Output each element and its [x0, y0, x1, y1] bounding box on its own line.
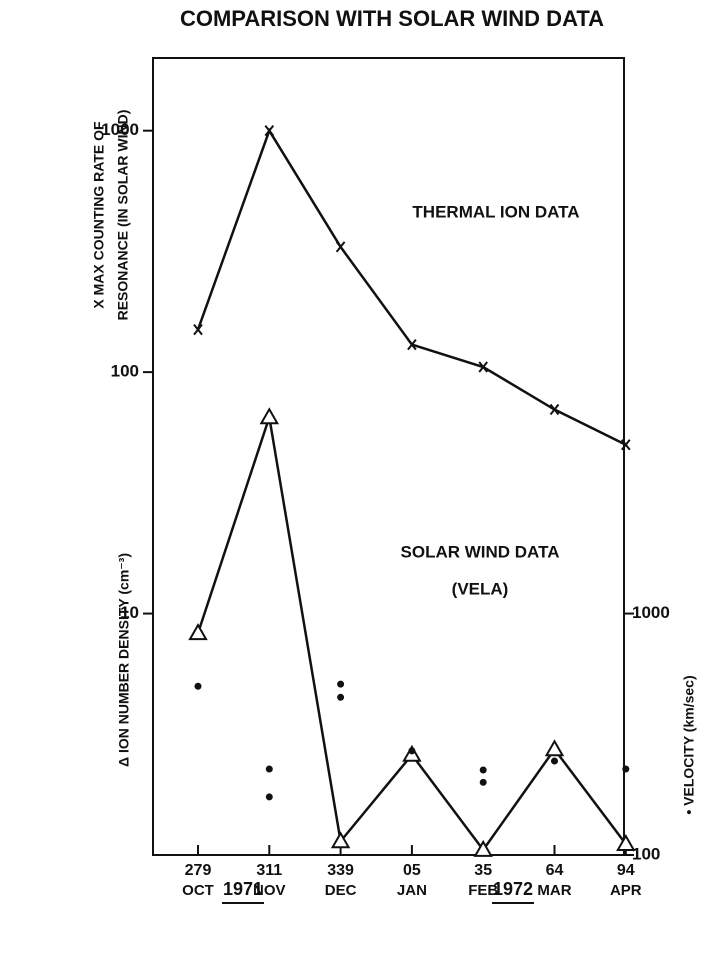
y-tick-label: 10: [120, 603, 139, 622]
y2-tick-label: 1000: [632, 603, 670, 622]
dot-marker: [622, 765, 630, 773]
dot-marker: [337, 680, 345, 688]
annotation: SOLAR WIND DATA: [401, 542, 560, 561]
y-tick-label: 100: [111, 362, 139, 381]
x-tick-label: 339: [327, 862, 354, 879]
dot-marker: [265, 765, 273, 773]
x-stroke: [335, 241, 346, 253]
x-tick-sublabel: APR: [610, 882, 642, 899]
plot-frame: [152, 57, 625, 856]
x-tick-sublabel: DEC: [325, 882, 357, 899]
x-tick-label: 279: [185, 862, 212, 879]
x-tick-sublabel: JAN: [397, 882, 427, 899]
x-tick-label: 64: [546, 862, 564, 879]
x-stroke: [407, 338, 417, 351]
x-tick-sublabel: MAR: [537, 882, 571, 899]
x-stroke: [549, 403, 560, 416]
triangle-marker: [330, 831, 351, 849]
x-marker: [478, 361, 488, 373]
x-tick-label: 05: [403, 862, 421, 879]
triangle-marker: [188, 623, 208, 641]
dot-marker: [479, 766, 487, 774]
x-marker: [621, 439, 631, 451]
annotation: THERMAL ION DATA: [412, 202, 579, 221]
y-tick-label: 1000: [101, 120, 139, 139]
y2-axis-label: • VELOCITY (km/sec): [681, 675, 697, 814]
x-stroke: [478, 361, 488, 373]
x-marker: [407, 338, 417, 351]
x-tick-label: 35: [474, 862, 492, 879]
year-label: 1972: [493, 879, 533, 899]
dot-marker: [551, 757, 558, 765]
x-stroke: [264, 125, 275, 137]
x-tick-label: 311: [256, 862, 282, 879]
chart-title: COMPARISON WITH SOLAR WIND DATA: [180, 6, 604, 31]
y-axis-label: Δ ION NUMBER DENSITY (cm⁻³): [116, 553, 132, 767]
x-stroke: [193, 323, 203, 336]
triangle-marker: [616, 834, 636, 852]
year-label: 1971: [223, 879, 263, 899]
dot-marker: [479, 778, 487, 786]
x-tick-sublabel: OCT: [182, 882, 214, 899]
x-marker: [193, 323, 203, 336]
x-marker: [335, 241, 346, 253]
x-tick-label: 94: [617, 862, 635, 879]
x-tick-sublabel: FEB: [468, 882, 498, 899]
x-stroke: [621, 439, 631, 451]
x-marker: [264, 125, 275, 137]
dot-marker: [408, 747, 416, 755]
triangle-marker: [473, 839, 493, 857]
triangle-marker: [544, 739, 565, 757]
x-marker: [549, 403, 560, 416]
y-axis-label: RESONANCE (IN SOLAR WIND): [115, 110, 131, 321]
x-tick-sublabel: NOV: [253, 882, 286, 899]
dot-marker: [337, 693, 345, 701]
triangle-marker: [259, 407, 280, 425]
y-axis-label: X MAX COUNTING RATE OF: [91, 121, 107, 309]
annotation: (VELA): [452, 579, 509, 598]
dot-marker: [265, 793, 273, 801]
y2-tick-label: 100: [632, 844, 660, 863]
dot-marker: [194, 682, 202, 690]
